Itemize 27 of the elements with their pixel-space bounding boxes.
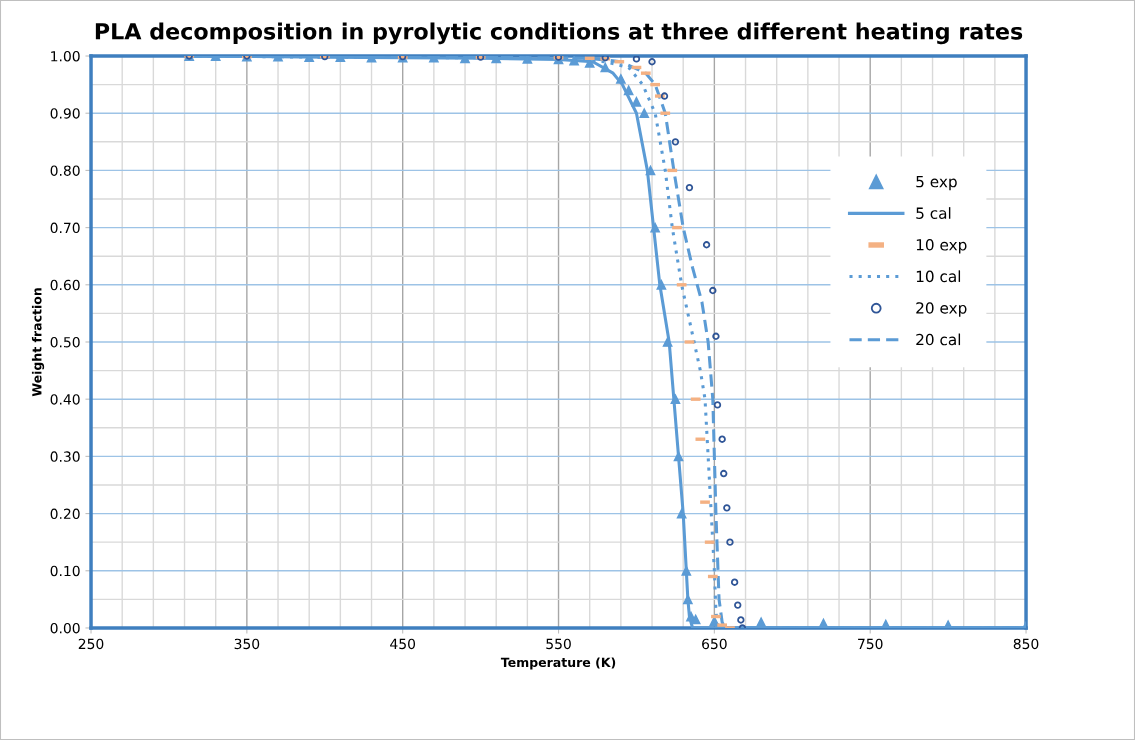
- y-tick-label: 0.60: [50, 279, 80, 291]
- y-axis-title: Weight fraction: [31, 288, 45, 397]
- y-tick-label: 0.20: [50, 508, 80, 520]
- x-tick-label: 550: [546, 638, 571, 650]
- x-tick-label: 750: [858, 638, 883, 650]
- y-tick-label: 0.00: [50, 622, 80, 634]
- x-tick-label: 350: [234, 638, 260, 650]
- x-axis-title: Temperature (K): [500, 657, 616, 670]
- y-tick-label: 0.80: [50, 165, 80, 176]
- legend-label: 5 cal: [916, 207, 951, 219]
- x-tick-label: 650: [702, 638, 727, 650]
- legend-label: 20 exp: [916, 302, 967, 317]
- legend-label: 10 cal: [916, 270, 961, 283]
- legend-label: 20 cal: [916, 333, 961, 346]
- x-tick-label: 450: [390, 638, 416, 650]
- y-tick-label: 1.00: [51, 50, 80, 62]
- y-tick-label: 0.40: [50, 394, 80, 405]
- x-tick-label: 250: [78, 638, 104, 650]
- y-tick-label: 0.70: [50, 222, 80, 234]
- chart-title: PLA decomposition in pyrolytic conditions at three different heating rates: [95, 22, 1023, 45]
- legend-label: 10 exp: [916, 239, 967, 254]
- y-tick-label: 0.30: [50, 451, 80, 462]
- legend-label: 5 exp: [916, 176, 957, 191]
- y-tick-label: 0.50: [50, 336, 80, 348]
- y-tick-label: 0.90: [50, 108, 80, 119]
- x-tick-label: 850: [1013, 638, 1039, 650]
- y-tick-label: 0.10: [50, 565, 80, 577]
